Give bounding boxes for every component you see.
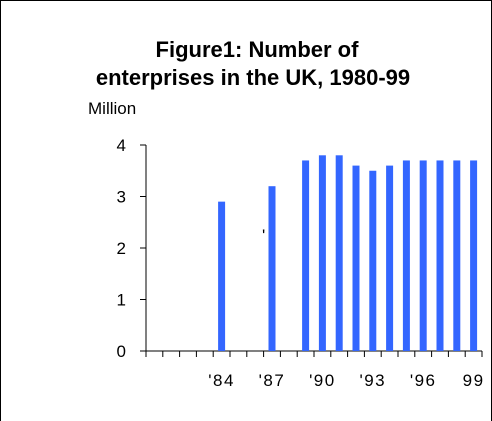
x-tick-label: '84: [208, 371, 235, 390]
bar: [419, 160, 427, 351]
y-axis-unit-label: Million: [88, 99, 136, 118]
chart-title-line-1: Figure1: Number of: [156, 37, 360, 62]
frame-left-border: [0, 0, 1, 421]
x-tick-label: '87: [259, 371, 286, 390]
stray-mark: ': [262, 226, 265, 245]
bar: [218, 201, 226, 351]
y-tick-label: 4: [117, 136, 126, 155]
bar: [335, 155, 343, 351]
bar: [369, 170, 377, 351]
bar: [453, 160, 461, 351]
x-tick-label: '93: [359, 371, 386, 390]
x-tick-label: '90: [309, 371, 336, 390]
y-tick-label: 2: [117, 239, 126, 258]
axes-layer: [140, 144, 483, 357]
bar: [470, 160, 478, 351]
tick-labels-layer: 0 1 2 3 4 '84 '87 '90 '93 '96 99: [117, 136, 485, 390]
x-tick-label: '96: [410, 371, 437, 390]
y-tick-label: 3: [117, 188, 126, 207]
y-tick-label: 0: [117, 342, 126, 361]
bars-layer: [218, 155, 478, 351]
y-tick-label: 1: [117, 291, 126, 310]
frame-top-border: [0, 0, 492, 1]
bar: [302, 160, 310, 351]
bar: [436, 160, 444, 351]
bar: [268, 186, 276, 351]
bar: [402, 160, 410, 351]
chart-title-line-2: enterprises in the UK, 1980-99: [96, 65, 410, 90]
bar: [318, 155, 326, 351]
bar: [386, 165, 394, 351]
bar: [352, 165, 360, 351]
x-tick-label: 99: [463, 371, 485, 390]
